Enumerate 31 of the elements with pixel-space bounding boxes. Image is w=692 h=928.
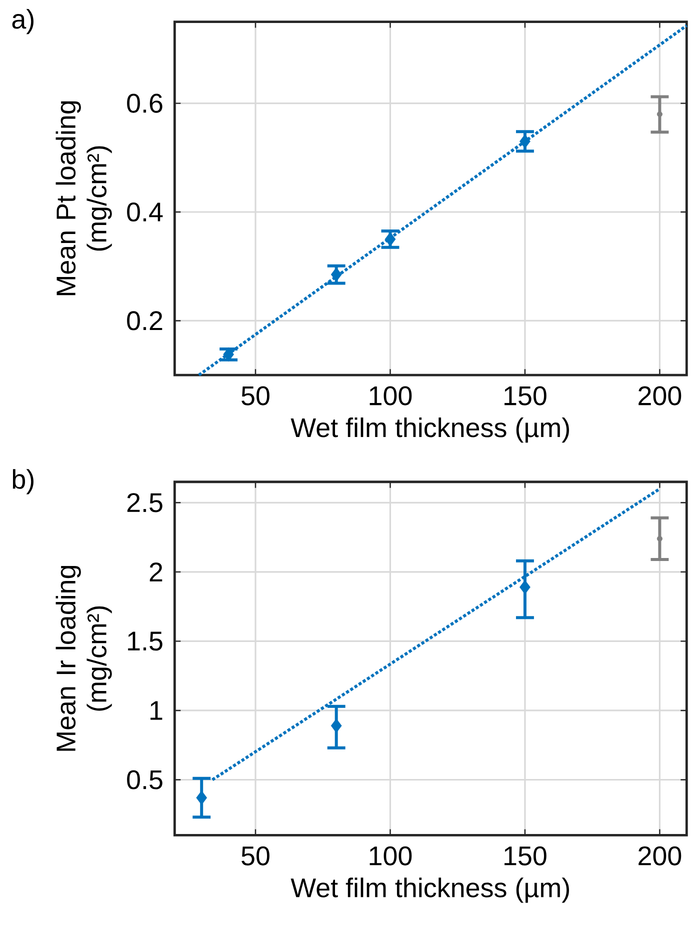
- y-tick-label: 0.5: [127, 770, 163, 790]
- text: a): [12, 8, 34, 34]
- x-axis-title: Wet film thickness (µm): [290, 878, 570, 903]
- y-axis-title: Mean Pt loading (mg/cm²): [56, 101, 112, 296]
- y-tick-label: 1.5: [128, 632, 163, 651]
- point: [384, 232, 396, 246]
- point: [657, 536, 663, 542]
- x-tick-label: 200: [638, 386, 682, 406]
- x-tick-label: 150: [504, 386, 547, 406]
- y-tick-label: 0.2: [127, 311, 162, 330]
- y-tick-label: 0.4: [127, 202, 163, 222]
- point: [657, 111, 663, 117]
- y-tick-label: 2.5: [128, 493, 163, 512]
- y-tick-label: 2: [150, 562, 162, 582]
- x-tick-label: 200: [638, 846, 682, 866]
- x-tick-label: 150: [504, 846, 547, 866]
- point: [331, 267, 342, 282]
- x-axis-title: Wet film thickness (µm): [290, 417, 570, 443]
- point: [520, 134, 531, 149]
- point: [196, 790, 208, 805]
- point: [223, 347, 234, 362]
- y-axis-title: Mean Ir loading (mg/cm²): [56, 566, 112, 751]
- point: [520, 580, 531, 594]
- point: [331, 718, 342, 733]
- x-tick-label: 100: [370, 386, 412, 406]
- x-tick-label: 100: [370, 846, 412, 866]
- text: b): [13, 469, 34, 494]
- y-tick-label: 0.6: [127, 94, 162, 113]
- y-tick-label: 1: [150, 701, 162, 720]
- x-tick-label: 50: [242, 846, 270, 866]
- x-tick-label: 50: [242, 386, 270, 406]
